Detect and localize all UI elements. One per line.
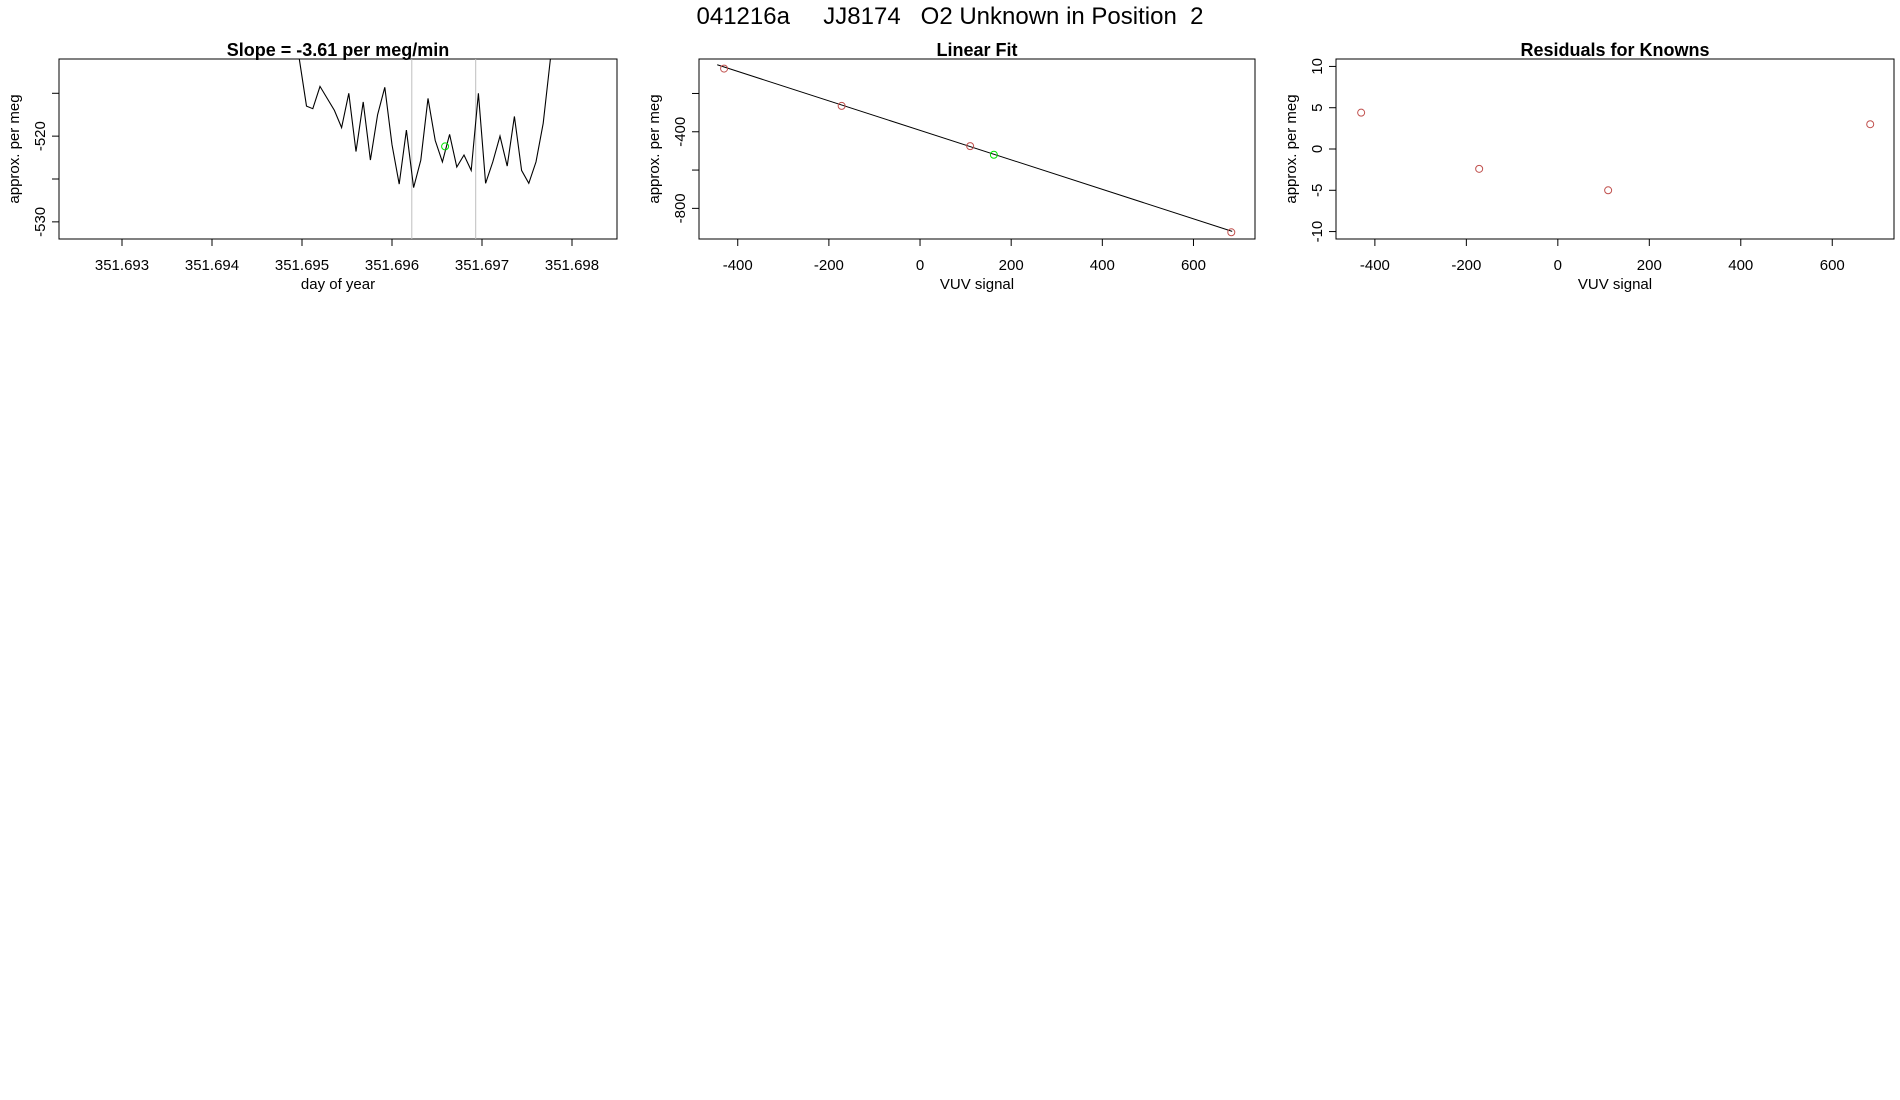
slope-x-tick-label: 351.697 bbox=[455, 257, 509, 274]
linear-fit-x-tick-label: 400 bbox=[1090, 257, 1115, 274]
linear-fit-x-tick-label: -200 bbox=[814, 257, 844, 274]
residuals-known-point bbox=[1604, 186, 1613, 195]
linear-fit-x-tick-label: 0 bbox=[916, 257, 924, 274]
residuals-y-tick-label: 0 bbox=[1309, 145, 1326, 153]
slope-series-line bbox=[298, 59, 551, 188]
slope-y-tick-label: -520 bbox=[32, 121, 49, 151]
residuals-x-tick-label: -200 bbox=[1451, 257, 1481, 274]
residuals-chart-title: Residuals for Knowns bbox=[1520, 40, 1709, 60]
linear-fit-x-tick-label: 600 bbox=[1181, 257, 1206, 274]
linear-fit-known-point bbox=[966, 142, 975, 151]
linear-fit-unknown-point bbox=[989, 150, 998, 159]
linear-fit-fit-line bbox=[717, 64, 1233, 232]
linear-fit-x-axis-label: VUV signal bbox=[940, 276, 1014, 293]
residuals-x-tick-label: -400 bbox=[1360, 257, 1390, 274]
slope-x-tick-label: 351.696 bbox=[365, 257, 419, 274]
linear-fit-y-tick-label: -400 bbox=[672, 117, 689, 147]
linear-fit-chart-title: Linear Fit bbox=[936, 40, 1017, 60]
slope-chart-title: Slope = -3.61 per meg/min bbox=[227, 40, 450, 60]
slope-x-tick-label: 351.693 bbox=[95, 257, 149, 274]
residuals-y-axis-label: approx. per meg bbox=[1283, 94, 1300, 203]
slope-x-tick-label: 351.694 bbox=[185, 257, 239, 274]
residuals-known-point bbox=[1475, 164, 1484, 173]
linear-fit-known-point bbox=[837, 101, 846, 110]
linear-fit-plot-frame bbox=[698, 58, 1256, 240]
slope-plot-frame bbox=[58, 58, 618, 240]
linear-fit-known-point bbox=[720, 64, 729, 73]
residuals-y-tick-label: 5 bbox=[1309, 104, 1326, 112]
residuals-y-tick-label: -5 bbox=[1309, 184, 1326, 197]
slope-x-axis-label: day of year bbox=[301, 276, 375, 293]
linear-fit-y-tick-label: -800 bbox=[672, 193, 689, 223]
residuals-panel: Residuals for Knowns -400 -200 0 200 400 600 VU… bbox=[1283, 40, 1895, 293]
residuals-x-tick-label: 200 bbox=[1637, 257, 1662, 274]
residuals-x-tick-label: 0 bbox=[1554, 257, 1562, 274]
residuals-x-tick-label: 400 bbox=[1728, 257, 1753, 274]
slope-panel: Slope = -3.61 per meg/min 351.693 351.694 3… bbox=[6, 40, 618, 293]
residuals-x-tick-label: 600 bbox=[1820, 257, 1845, 274]
residuals-known-point bbox=[1866, 120, 1875, 129]
slope-x-tick-label: 351.695 bbox=[275, 257, 329, 274]
linear-fit-panel: Linear Fit -400 -200 0 200 400 600 VUV signal -8… bbox=[646, 40, 1256, 293]
page-title: 041216a JJ8174 O2 Unknown in Position 2 bbox=[696, 3, 1204, 30]
linear-fit-x-tick-label: 200 bbox=[999, 257, 1024, 274]
residuals-y-tick-label: -10 bbox=[1309, 221, 1326, 243]
slope-unknown-point bbox=[441, 142, 450, 151]
linear-fit-x-tick-label: -400 bbox=[723, 257, 753, 274]
residuals-x-axis-label: VUV signal bbox=[1578, 276, 1652, 293]
slope-y-tick-label: -530 bbox=[32, 207, 49, 237]
linear-fit-y-axis-label: approx. per meg bbox=[646, 94, 663, 203]
residuals-plot-frame bbox=[1335, 58, 1895, 240]
residuals-y-tick-label: 10 bbox=[1309, 58, 1326, 75]
linear-fit-known-point bbox=[1227, 228, 1236, 237]
residuals-known-point bbox=[1357, 108, 1366, 117]
slope-x-tick-label: 351.698 bbox=[545, 257, 599, 274]
slope-y-axis-label: approx. per meg bbox=[6, 94, 23, 203]
